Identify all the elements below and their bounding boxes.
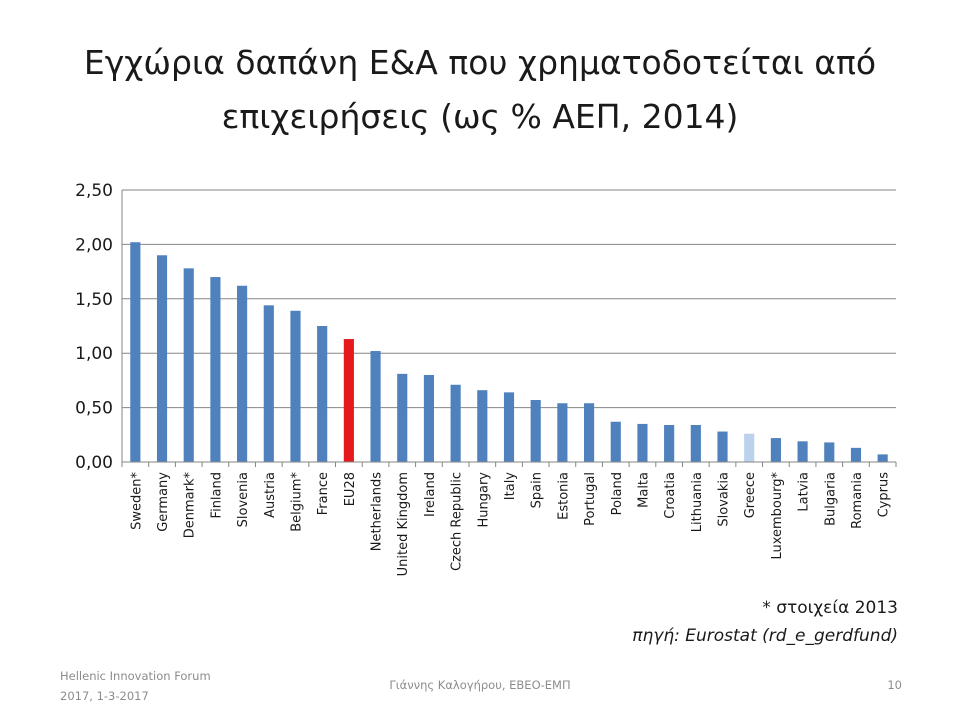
chart-bars [130, 242, 888, 462]
footer-event: Hellenic Innovation Forum 2017, 1-3-2017 [60, 666, 211, 706]
bar-ireland [423, 374, 435, 462]
x-tick-label: Belgium* [289, 472, 304, 532]
x-tick-label: France [316, 472, 331, 515]
x-tick-label: Austria [263, 472, 278, 518]
x-axis-tick-labels: Sweden* Germany Denmark* Finland Slovenia Aus… [129, 472, 891, 577]
x-tick-label: EU28 [343, 472, 358, 506]
y-tick-label: 2,00 [75, 235, 113, 255]
bar-germany [156, 255, 168, 462]
bar-lithuania [690, 425, 701, 462]
bar-finland [210, 277, 221, 462]
slide-title-line-1: Εγχώρια δαπάνη Ε&Α που χρηματοδοτείται α… [83, 43, 877, 82]
x-tick-label: Luxembourg* [770, 472, 785, 560]
bar-italy [503, 392, 515, 462]
slide-title-line-2: επιχειρήσεις (ως % ΑΕΠ, 2014) [221, 97, 739, 136]
x-tick-label: Poland [610, 472, 625, 515]
source-note: πηγή: Eurostat (rd_e_gerdfund) [632, 626, 898, 646]
bar-croatia [664, 425, 675, 462]
x-tick-label: Italy [503, 472, 518, 501]
bar-luxembourg- [770, 438, 781, 462]
bar-spain [530, 399, 541, 462]
x-tick-label: Finland [209, 472, 224, 518]
x-tick-label: Malta [636, 472, 651, 508]
x-tick-label: Croatia [663, 472, 678, 519]
bar-slovenia [237, 285, 248, 462]
y-tick-label: 2,50 [75, 181, 113, 201]
x-tick-label: Netherlands [370, 472, 385, 551]
y-tick-label: 0,50 [75, 399, 113, 419]
bar-france [317, 326, 328, 462]
bar-malta [637, 423, 648, 462]
x-tick-label: Latvia [797, 472, 812, 512]
bar-czech-republic [450, 384, 461, 462]
footer-event-line-2: 2017, 1-3-2017 [60, 689, 149, 703]
data-year-note: * στοιχεία 2013 [762, 598, 898, 618]
x-tick-label: Estonia [556, 472, 571, 520]
x-tick-label: Lithuania [690, 472, 705, 532]
x-tick-label: Romania [850, 472, 865, 529]
bar-slovakia [717, 431, 728, 462]
bar-chart: 0,00 0,50 1,00 1,50 2,00 2,50 Sweden* Germany D… [75, 181, 897, 577]
bar-netherlands [370, 351, 381, 462]
chart-axes [121, 190, 897, 467]
x-tick-label: Slovenia [236, 472, 251, 527]
x-tick-label: Greece [743, 472, 758, 518]
bar-romania [850, 447, 862, 462]
x-tick-label: Czech Republic [450, 472, 465, 571]
bar-poland [610, 421, 621, 462]
x-tick-label: Germany [156, 472, 171, 532]
bar-denmark- [183, 268, 194, 462]
bar-greece [744, 433, 755, 462]
x-tick-label: Bulgaria [823, 472, 838, 526]
bar-portugal [583, 403, 595, 462]
y-axis-tick-labels: 0,00 0,50 1,00 1,50 2,00 2,50 [75, 181, 113, 473]
x-tick-label: Portugal [583, 472, 598, 526]
x-tick-label: Slovakia [717, 472, 732, 527]
bar-belgium- [290, 310, 301, 462]
slide-title: Εγχώρια δαπάνη Ε&Α που χρηματοδοτείται α… [0, 36, 960, 144]
chart-notes: * στοιχεία 2013 πηγή: Eurostat (rd_e_ger… [632, 594, 898, 650]
bar-eu28 [343, 339, 354, 462]
bar-hungary [477, 390, 488, 462]
bar-sweden- [130, 242, 141, 462]
x-tick-label: Ireland [423, 472, 438, 517]
y-tick-label: 1,50 [75, 290, 113, 310]
bar-estonia [557, 403, 568, 462]
bar-latvia [797, 441, 808, 462]
x-tick-label: United Kingdom [396, 472, 411, 576]
bar-united-kingdom [397, 373, 408, 462]
footer-event-line-1: Hellenic Innovation Forum [60, 669, 211, 683]
x-tick-label: Sweden* [129, 472, 144, 530]
y-tick-label: 1,00 [75, 344, 113, 364]
bar-cyprus [877, 454, 888, 462]
page-number: 10 [887, 678, 902, 692]
x-tick-label: Hungary [476, 472, 491, 528]
bar-austria [263, 305, 274, 462]
bar-bulgaria [824, 442, 835, 462]
x-tick-label: Cyprus [877, 472, 892, 518]
footer-author: Γιάννης Καλογήρου, ΕΒΕΟ-ΕΜΠ [389, 678, 571, 692]
x-tick-label: Denmark* [183, 472, 198, 539]
y-tick-label: 0,00 [75, 453, 113, 473]
x-tick-label: Spain [530, 472, 545, 508]
